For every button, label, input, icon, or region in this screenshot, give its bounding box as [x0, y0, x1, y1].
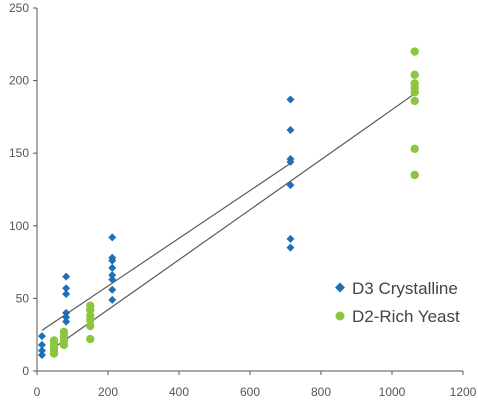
y-tick-label: 100: [9, 219, 29, 233]
data-point-d3-crystalline: [37, 351, 46, 360]
legend-label-d3-crystalline: D3 Crystalline: [352, 279, 458, 298]
legend-marker-d3-crystalline: [335, 282, 345, 293]
data-point-d3-crystalline: [108, 271, 117, 280]
x-tick-label: 0: [34, 385, 41, 399]
data-point-d3-crystalline: [62, 272, 71, 281]
tick-labels: 0 50 100 150 200 250 0 200 400 600 800 1000 1200: [9, 1, 477, 399]
data-point-d3-crystalline: [62, 308, 71, 317]
data-point-d2-rich-yeast: [86, 311, 95, 321]
data-point-d3-crystalline: [108, 263, 117, 272]
x-tick-label: 200: [98, 385, 118, 399]
data-point-d3-crystalline: [37, 332, 46, 341]
data-point-d3-crystalline: [108, 285, 117, 294]
trendline-d3-crystalline: [41, 162, 291, 331]
x-tick-label: 800: [311, 385, 331, 399]
legend-marker-d2-rich-yeast: [335, 311, 345, 321]
trendlines: [41, 93, 416, 349]
data-point-d3-crystalline: [286, 243, 295, 252]
data-point-d2-rich-yeast: [59, 327, 69, 336]
data-point-d3-crystalline: [286, 234, 295, 243]
legend: D3 Crystalline D2-Rich Yeast: [335, 279, 460, 326]
data-point-d2-rich-yeast: [86, 301, 95, 310]
y-tick-label: 150: [9, 146, 29, 160]
y-tick-label: 250: [9, 1, 29, 15]
data-point-d3-crystalline: [62, 290, 71, 299]
data-point-d2-rich-yeast: [86, 334, 95, 344]
data-point-d2-rich-yeast: [86, 321, 95, 331]
data-point-d3-crystalline: [108, 233, 117, 242]
y-tick-label: 200: [9, 74, 29, 88]
data-point-d2-rich-yeast: [410, 70, 419, 79]
x-tick-label: 400: [169, 385, 189, 399]
legend-label-d2-rich-yeast: D2-Rich Yeast: [352, 307, 460, 326]
trendline-d2-rich-yeast: [53, 93, 416, 349]
x-tick-label: 600: [240, 385, 260, 399]
chart-axes: [33, 7, 464, 375]
data-point-d3-crystalline: [286, 125, 295, 134]
x-tick-label: 1200: [450, 385, 477, 399]
data-point-d3-crystalline: [62, 284, 71, 293]
data-point-d3-crystalline: [108, 253, 117, 262]
data-point-d3-crystalline: [286, 155, 295, 164]
data-point-d3-crystalline: [62, 317, 71, 326]
x-tick-label: 1000: [379, 385, 406, 399]
data-point-d3-crystalline: [108, 275, 117, 284]
data-point-d3-crystalline: [62, 313, 71, 322]
data-point-d2-rich-yeast: [410, 79, 419, 88]
y-tick-label: 0: [22, 364, 29, 378]
data-points: [37, 47, 419, 360]
data-point-d2-rich-yeast: [410, 170, 419, 180]
data-point-d2-rich-yeast: [410, 144, 419, 154]
data-point-d2-rich-yeast: [410, 96, 419, 106]
y-tick-label: 50: [16, 291, 30, 305]
data-point-d3-crystalline: [286, 181, 295, 190]
data-point-d3-crystalline: [108, 295, 117, 304]
data-point-d3-crystalline: [37, 346, 46, 355]
data-point-d2-rich-yeast: [410, 47, 419, 56]
data-point-d3-crystalline: [286, 95, 295, 104]
data-point-d2-rich-yeast: [49, 336, 59, 345]
data-point-d3-crystalline: [37, 340, 46, 349]
